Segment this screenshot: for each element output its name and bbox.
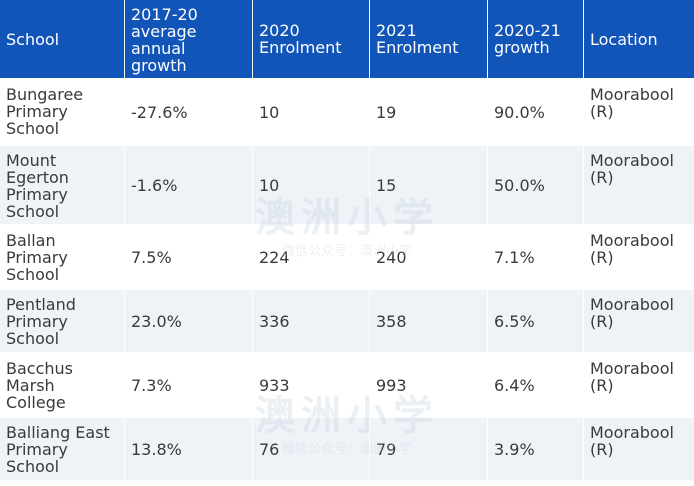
location-cell: Moorabool (R): [584, 418, 694, 482]
table-body: Bungaree Primary School -27.6% 10 19 90.…: [0, 80, 694, 482]
header-school: School: [0, 0, 125, 80]
growth-2020-21-cell: 7.1%: [488, 226, 584, 290]
enrolment-2020-cell: 76: [253, 418, 370, 482]
enrolment-2021-cell: 15: [370, 146, 488, 226]
growth-2020-21-cell: 6.4%: [488, 354, 584, 418]
school-cell: Balliang East Primary School: [0, 418, 125, 482]
header-2020-21-growth: 2020-21 growth: [488, 0, 584, 80]
enrolment-2021-cell: 240: [370, 226, 488, 290]
school-cell: Bungaree Primary School: [0, 80, 125, 146]
table-row: Ballan Primary School 7.5% 224 240 7.1% …: [0, 226, 694, 290]
table-row: Bacchus Marsh College 7.3% 933 993 6.4% …: [0, 354, 694, 418]
growth-2020-21-cell: 3.9%: [488, 418, 584, 482]
location-cell: Moorabool (R): [584, 290, 694, 354]
avg-growth-cell: -1.6%: [125, 146, 253, 226]
enrolment-2021-cell: 358: [370, 290, 488, 354]
header-2021-enrolment: 2021 Enrolment: [370, 0, 488, 80]
table-header: School 2017-20 average annual growth 202…: [0, 0, 694, 80]
location-cell: Moorabool (R): [584, 226, 694, 290]
school-cell: Pentland Primary School: [0, 290, 125, 354]
enrolment-2021-cell: 19: [370, 80, 488, 146]
avg-growth-cell: -27.6%: [125, 80, 253, 146]
enrolment-2021-cell: 79: [370, 418, 488, 482]
location-cell: Moorabool (R): [584, 354, 694, 418]
table-row: Pentland Primary School 23.0% 336 358 6.…: [0, 290, 694, 354]
enrolment-2021-cell: 993: [370, 354, 488, 418]
avg-growth-cell: 7.5%: [125, 226, 253, 290]
enrolment-2020-cell: 10: [253, 80, 370, 146]
growth-2020-21-cell: 6.5%: [488, 290, 584, 354]
location-cell: Moorabool (R): [584, 146, 694, 226]
growth-2020-21-cell: 90.0%: [488, 80, 584, 146]
school-cell: Mount Egerton Primary School: [0, 146, 125, 226]
enrolment-2020-cell: 336: [253, 290, 370, 354]
header-2020-enrolment: 2020 Enrolment: [253, 0, 370, 80]
table-row: Balliang East Primary School 13.8% 76 79…: [0, 418, 694, 482]
enrolment-2020-cell: 224: [253, 226, 370, 290]
header-location: Location: [584, 0, 694, 80]
header-average-growth: 2017-20 average annual growth: [125, 0, 253, 80]
header-row: School 2017-20 average annual growth 202…: [0, 0, 694, 80]
enrolment-2020-cell: 10: [253, 146, 370, 226]
avg-growth-cell: 13.8%: [125, 418, 253, 482]
growth-2020-21-cell: 50.0%: [488, 146, 584, 226]
school-cell: Bacchus Marsh College: [0, 354, 125, 418]
table-row: Bungaree Primary School -27.6% 10 19 90.…: [0, 80, 694, 146]
avg-growth-cell: 23.0%: [125, 290, 253, 354]
location-cell: Moorabool (R): [584, 80, 694, 146]
enrolment-2020-cell: 933: [253, 354, 370, 418]
table-row: Mount Egerton Primary School -1.6% 10 15…: [0, 146, 694, 226]
avg-growth-cell: 7.3%: [125, 354, 253, 418]
school-cell: Ballan Primary School: [0, 226, 125, 290]
